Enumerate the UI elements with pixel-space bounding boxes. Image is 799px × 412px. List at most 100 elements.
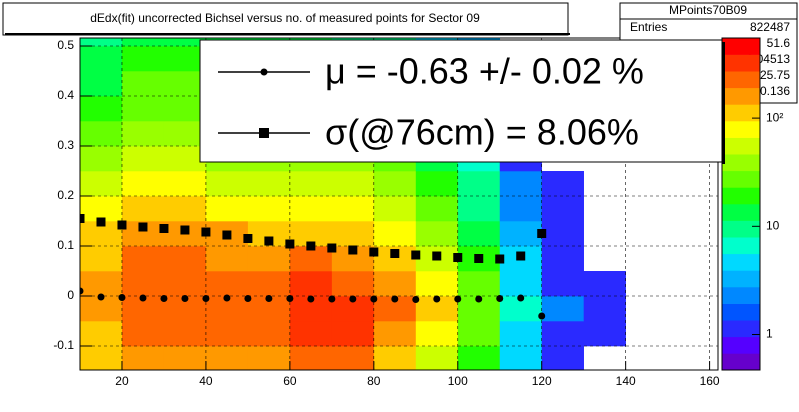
profile-marker — [97, 293, 105, 301]
heatmap-cell — [247, 271, 291, 297]
profile-marker — [96, 217, 106, 227]
profile-marker — [517, 294, 525, 302]
profile-marker — [433, 295, 441, 303]
title-shadow — [5, 33, 570, 35]
color-swatch — [722, 237, 760, 255]
profile-marker — [306, 241, 316, 251]
heatmap-cell — [121, 121, 165, 147]
heatmap-cell — [80, 321, 123, 347]
heatmap-cell — [163, 346, 207, 370]
color-swatch — [722, 170, 760, 188]
heatmap-cell — [289, 271, 333, 297]
y-tick-label: 0.3 — [57, 138, 74, 152]
profile-marker — [243, 234, 253, 243]
profile-marker — [307, 295, 315, 303]
heatmap-cell — [80, 46, 123, 72]
heatmap-cell — [499, 171, 543, 197]
color-swatch — [722, 104, 760, 122]
heatmap-cell — [331, 196, 375, 222]
color-swatch — [722, 253, 760, 271]
heatmap-cell — [163, 321, 207, 347]
profile-marker — [390, 249, 400, 258]
heatmap-cell — [121, 146, 165, 172]
heatmap-cell — [373, 221, 417, 247]
heatmap-cell — [121, 196, 165, 222]
profile-marker — [160, 295, 168, 302]
profile-marker — [348, 245, 358, 255]
heatmap-cell — [415, 321, 459, 347]
stats-label: Entries — [630, 20, 667, 34]
profile-marker — [454, 295, 462, 303]
legend-marker — [259, 128, 269, 138]
profile-marker — [264, 236, 274, 246]
heatmap-cell — [121, 321, 165, 347]
heatmap-cell — [163, 46, 207, 72]
plot-frame — [79, 37, 719, 371]
stats-value: 51.6 — [767, 36, 791, 50]
y-tick-label: 0.1 — [57, 238, 74, 252]
profile-marker — [495, 254, 505, 264]
color-bar-frame — [721, 37, 761, 371]
color-swatch — [722, 303, 760, 321]
profile-marker — [202, 295, 210, 302]
heatmap-cell — [499, 196, 543, 222]
heatmap-cell — [541, 346, 584, 370]
heatmap-cell — [373, 171, 417, 197]
heatmap-cell — [499, 271, 543, 297]
heatmap-cell — [457, 171, 501, 197]
profile-marker — [138, 222, 148, 232]
heatmap-cell — [121, 171, 165, 197]
color-bar: 1 10 10² — [721, 37, 783, 371]
heatmap-cell — [205, 346, 249, 370]
heatmap-cell — [121, 271, 165, 297]
heatmap-cell — [205, 271, 249, 297]
heatmap-cell — [415, 221, 459, 247]
heatmap-cell — [80, 271, 123, 297]
heatmap-cell — [205, 196, 249, 222]
title-box — [2, 2, 569, 36]
heatmap-cell — [373, 321, 417, 347]
heatmap-cell — [80, 346, 123, 370]
color-swatch — [722, 220, 760, 238]
heatmap-cell — [289, 346, 333, 370]
profile-marker — [537, 229, 547, 238]
stats-value: 0.136 — [760, 84, 790, 98]
profile-marker — [496, 295, 504, 302]
z-tick-label: 10 — [766, 218, 780, 232]
heatmap-cell — [163, 38, 207, 47]
heatmap-cell — [289, 171, 333, 197]
heatmap-cell — [163, 121, 207, 147]
heatmap-cell — [331, 321, 375, 347]
x-tick-label: 80 — [367, 374, 381, 388]
y-tick-label: 0.2 — [57, 188, 74, 202]
heatmap-cell — [121, 71, 165, 97]
profile-marker — [516, 251, 526, 261]
y-tick-label: 0.5 — [57, 38, 74, 52]
heatmap-cell — [163, 96, 207, 122]
heatmap-cell — [163, 246, 207, 272]
heatmap-cell — [121, 246, 165, 272]
heatmap-cell — [583, 321, 626, 347]
heatmap-cell — [331, 271, 375, 297]
profile-marker — [118, 294, 126, 301]
heatmap-cell — [457, 196, 501, 222]
heatmap-cell — [121, 96, 165, 122]
x-tick-label: 60 — [283, 374, 297, 388]
profile-marker — [159, 224, 169, 233]
x-tick-label: 140 — [616, 374, 636, 388]
profile-marker — [538, 312, 546, 320]
profile-marker — [327, 243, 337, 253]
heatmap-cell — [205, 246, 249, 272]
heatmap-cell — [457, 271, 501, 297]
chart-title: dEdx(fit) uncorrected Bichsel versus no.… — [90, 11, 480, 25]
heatmap-cell — [331, 171, 375, 197]
stats-value: 822487 — [750, 20, 790, 34]
heatmap-cell — [80, 71, 123, 97]
legend-label: σ(@76cm) = 8.06% — [325, 112, 639, 153]
heatmap-cell — [541, 221, 584, 247]
heatmap-cell — [80, 246, 123, 272]
heatmap-cell — [80, 121, 123, 147]
heatmap-cell — [541, 246, 584, 272]
x-tick-label: 100 — [448, 374, 468, 388]
